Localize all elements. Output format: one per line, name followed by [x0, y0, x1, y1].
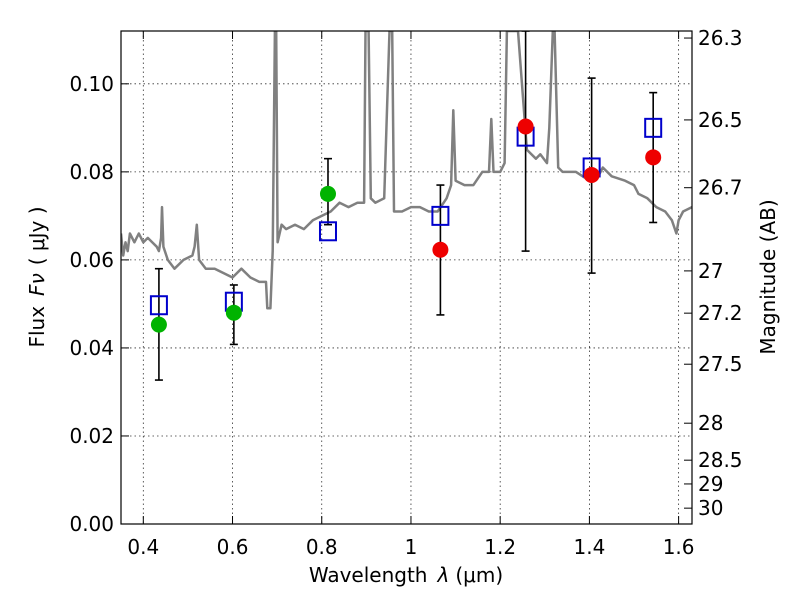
- model-square-6: [644, 117, 663, 138]
- model-square-3: [431, 205, 450, 226]
- x-tick-label-0: 0.4: [127, 535, 159, 559]
- data-points-layer: [149, 31, 663, 381]
- x-tick-label-5: 1.4: [573, 535, 605, 559]
- y2-axis-title: Magnitude (AB): [756, 199, 780, 354]
- spectrum-layer: [121, 31, 692, 310]
- x-tick-label-4: 1.2: [484, 535, 516, 559]
- y2-tick-label-1: 26.5: [698, 108, 743, 132]
- y-tick-label-0: 0.00: [69, 512, 114, 536]
- model-square-2: [318, 221, 337, 242]
- measured-point-2-1: [517, 118, 534, 135]
- y2-tick-label-5: 27.5: [698, 352, 743, 376]
- x-tick-label-1: 0.6: [217, 535, 249, 559]
- spectrum-line: [121, 31, 692, 310]
- x-tick-label-3: 1: [405, 535, 418, 559]
- measured-point-1-1: [225, 304, 242, 321]
- measured-point-2-3: [645, 149, 662, 166]
- y2-tick-label-8: 29: [698, 472, 723, 496]
- y2-tick-label-3: 27: [698, 259, 723, 283]
- x-tick-label-6: 1.6: [663, 535, 695, 559]
- x-axis-title: Wavelength λ (μm): [309, 563, 503, 587]
- grid-lines: [121, 31, 692, 524]
- y2-tick-label-6: 28: [698, 411, 723, 435]
- y-tick-label-3: 0.06: [69, 248, 114, 272]
- y2-tick-label-2: 26.7: [698, 176, 743, 200]
- model-square-0: [149, 295, 168, 316]
- y-tick-label-5: 0.10: [69, 72, 114, 96]
- y2-tick-label-7: 28.5: [698, 448, 743, 472]
- y2-tick-label-9: 30: [698, 496, 723, 520]
- x-tick-label-2: 0.8: [306, 535, 338, 559]
- measured-point-1-2: [319, 185, 336, 202]
- measured-point-1-0: [150, 316, 167, 333]
- plot-frame: [120, 30, 693, 525]
- y2-tick-label-4: 27.2: [698, 301, 743, 325]
- measured-point-2-0: [432, 241, 449, 258]
- measured-point-2-2: [583, 166, 600, 183]
- axis-ticks: 0.4 0.6 0.8 1 1.2 1.4 1.6 0.00 0.02 0.04 0.06 0.08 0…: [69, 26, 742, 559]
- y2-tick-label-0: 26.3: [698, 26, 743, 50]
- y-axis-title: FluxFν( μJy ): [25, 206, 49, 347]
- y-tick-label-4: 0.08: [69, 160, 114, 184]
- y-tick-label-2: 0.04: [69, 336, 114, 360]
- y-tick-label-1: 0.02: [69, 424, 114, 448]
